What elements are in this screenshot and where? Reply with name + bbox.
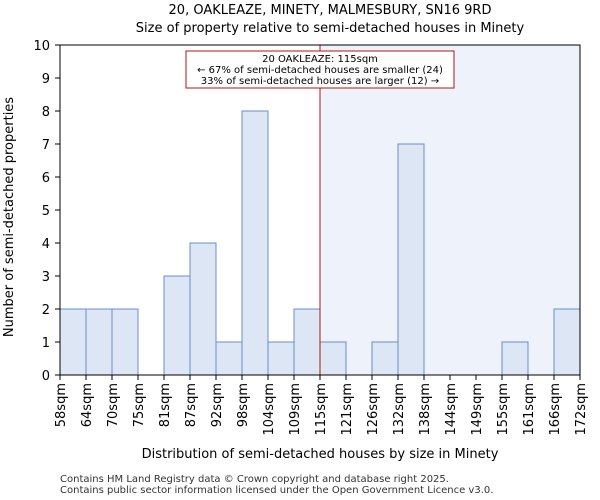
footer-line-2: Contains public sector information licen… [60,485,493,496]
x-tick-label: 109sqm [288,383,303,436]
x-tick-label: 126sqm [366,383,381,436]
x-tick-label: 75sqm [132,383,147,427]
y-tick-label: 4 [42,237,50,252]
histogram-bar [372,342,398,375]
histogram-bar [268,342,294,375]
y-tick-label: 0 [42,369,50,384]
annotation-line: 20 OAKLEAZE: 115sqm [262,54,378,65]
y-tick-label: 1 [42,336,50,351]
x-tick-label: 70sqm [106,383,121,427]
x-tick-label: 149sqm [470,383,485,436]
x-tick-label: 155sqm [496,383,511,436]
x-axis-label: Distribution of semi-detached houses by … [142,447,499,462]
x-tick-label: 144sqm [444,383,459,436]
histogram-bar [294,309,320,375]
histogram-bar [242,111,268,375]
x-tick-label: 58sqm [54,383,69,427]
x-tick-label: 132sqm [392,383,407,436]
x-tick-label: 115sqm [314,383,329,436]
y-tick-label: 2 [42,303,50,318]
x-tick-label: 166sqm [548,383,563,436]
y-tick-label: 7 [42,138,50,153]
annotation-line: ← 67% of semi-detached houses are smalle… [197,65,443,76]
histogram-bar [86,309,112,375]
histogram-bar [320,342,346,375]
x-tick-label: 138sqm [418,383,433,436]
y-tick-label: 5 [42,204,50,219]
histogram-bar [112,309,138,375]
histogram-bar [60,309,86,375]
histogram-bar [554,309,580,375]
annotation-line: 33% of semi-detached houses are larger (… [201,76,439,87]
y-tick-label: 6 [42,171,50,186]
x-tick-label: 98sqm [236,383,251,427]
chart-subtitle: Size of property relative to semi-detach… [136,21,525,36]
x-tick-label: 64sqm [80,383,95,427]
footer-line-1: Contains HM Land Registry data © Crown c… [60,474,449,485]
x-tick-label: 161sqm [522,383,537,436]
histogram-chart: 20, OAKLEAZE, MINETY, MALMESBURY, SN16 9… [0,0,600,500]
larger-region-shade [320,45,580,375]
y-tick-label: 8 [42,105,50,120]
x-tick-label: 172sqm [574,383,589,436]
histogram-bar [216,342,242,375]
histogram-bar [190,243,216,375]
y-tick-label: 10 [33,39,50,54]
chart-title: 20, OAKLEAZE, MINETY, MALMESBURY, SN16 9… [169,3,492,18]
x-tick-label: 87sqm [184,383,199,427]
histogram-bar [164,276,190,375]
x-tick-label: 104sqm [262,383,277,436]
y-tick-label: 3 [42,270,50,285]
y-axis-label: Number of semi-detached properties [2,97,17,337]
histogram-bar [398,144,424,375]
x-tick-label: 121sqm [340,383,355,436]
x-tick-label: 92sqm [210,383,225,427]
histogram-bar [502,342,528,375]
y-tick-label: 9 [42,72,50,87]
x-tick-label: 81sqm [158,383,173,427]
